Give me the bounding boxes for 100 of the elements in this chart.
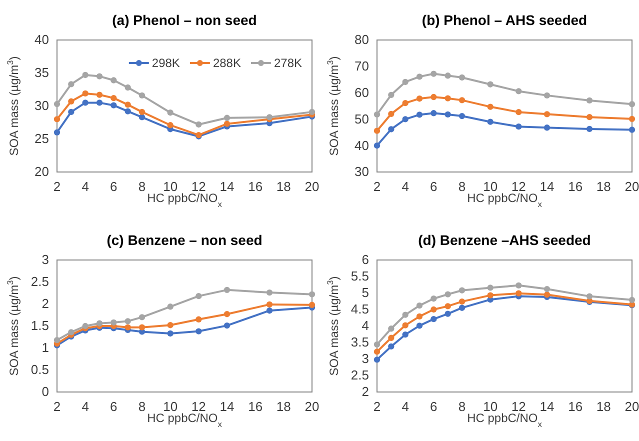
x-tick-label: 2 [373, 179, 381, 194]
point [224, 311, 230, 318]
point [196, 328, 202, 334]
chart-title: (c) Benzene – non seed [106, 232, 262, 248]
y-tick-label: 2 [362, 384, 369, 400]
point [516, 108, 522, 116]
point [487, 284, 494, 291]
point [266, 301, 273, 308]
point [544, 92, 550, 99]
point [544, 124, 550, 131]
point [124, 102, 131, 108]
point [374, 356, 380, 363]
point [544, 111, 550, 118]
x-tick-label: 6 [430, 179, 438, 194]
point [402, 78, 408, 86]
y-tick-label: 2.5 [30, 274, 49, 290]
point [196, 292, 202, 300]
point [416, 74, 423, 80]
point [138, 114, 146, 120]
y-tick-label: 50 [354, 111, 369, 126]
y-tick-label: 0.5 [30, 362, 49, 378]
point [96, 92, 103, 98]
point [444, 303, 451, 310]
y-tick-label: 40 [34, 32, 49, 48]
point [628, 116, 636, 122]
point [388, 92, 394, 98]
x-tick-label: 18 [276, 399, 291, 414]
point [388, 110, 394, 118]
point [430, 70, 437, 77]
y-tick-label: 30 [354, 164, 369, 180]
x-tick-label: 20 [304, 179, 320, 194]
point [416, 96, 423, 102]
point [167, 330, 174, 337]
point [487, 292, 494, 298]
point [96, 100, 103, 106]
y-tick-label: 5.5 [350, 268, 369, 284]
point [402, 116, 408, 122]
point [167, 304, 174, 310]
point [628, 296, 636, 304]
y-tick-label: 80 [354, 32, 369, 48]
point [374, 142, 380, 149]
point [266, 308, 273, 314]
point [374, 341, 380, 348]
point [388, 334, 394, 341]
point [628, 101, 636, 108]
point [628, 126, 636, 133]
y-tick-label: 20 [34, 164, 49, 180]
point [516, 282, 522, 288]
point [388, 126, 394, 132]
x-tick-label: 8 [138, 399, 146, 414]
x-tick-label: 6 [110, 179, 118, 194]
x-tick-label: 16 [568, 179, 583, 194]
point [430, 94, 437, 100]
x-tick-label: 4 [402, 179, 409, 194]
x-tick-label: 2 [53, 179, 61, 194]
point [516, 124, 522, 130]
point [224, 114, 230, 121]
point [167, 122, 174, 128]
point [544, 286, 550, 292]
point [308, 291, 316, 298]
y-tick-label: 5 [362, 285, 369, 300]
x-tick-label: 16 [568, 399, 583, 414]
point [444, 291, 451, 298]
point [82, 322, 88, 330]
point [444, 72, 451, 79]
x-tick-label: 8 [458, 179, 466, 194]
point [68, 98, 74, 104]
point [430, 110, 437, 116]
point [458, 298, 466, 305]
legend-label: 288K [212, 56, 241, 70]
point [402, 322, 408, 328]
legend-label: 298K [152, 56, 180, 70]
point [196, 316, 202, 322]
y-tick-label: 35 [34, 65, 49, 80]
y-tick-label: 4.5 [350, 302, 369, 317]
y-tick-label: 1 [42, 340, 49, 356]
x-tick-label: 6 [110, 399, 118, 414]
y-tick-label: 60 [354, 84, 369, 100]
y-tick-label: 0 [42, 384, 49, 400]
y-tick-label: 3.5 [350, 334, 369, 350]
point [54, 116, 60, 122]
x-tick-label: 8 [138, 179, 146, 194]
point [266, 289, 273, 296]
y-tick-label: 6 [362, 252, 369, 268]
point [124, 318, 131, 324]
point [458, 97, 466, 104]
x-tick-label: 16 [248, 399, 263, 414]
point [110, 319, 117, 326]
point [487, 81, 494, 88]
point [416, 322, 423, 329]
point [516, 290, 522, 296]
point [138, 108, 146, 116]
y-tick-label: 3 [42, 252, 49, 268]
point [138, 314, 146, 320]
point [124, 84, 131, 91]
x-tick-label: 8 [458, 399, 466, 414]
point [487, 104, 494, 110]
x-tick-label: 20 [624, 179, 639, 194]
point [444, 310, 451, 317]
x-tick-label: 6 [430, 399, 438, 414]
